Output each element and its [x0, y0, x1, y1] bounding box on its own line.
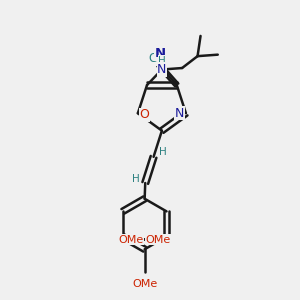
Text: N: N — [175, 107, 184, 120]
Text: H: H — [133, 173, 140, 184]
Text: H: H — [159, 147, 167, 158]
Text: H: H — [158, 56, 166, 66]
Text: OMe: OMe — [132, 279, 157, 289]
Text: OMe: OMe — [118, 235, 143, 244]
Text: N: N — [157, 63, 167, 76]
Text: O: O — [140, 108, 149, 121]
Text: C: C — [148, 52, 157, 65]
Text: OMe: OMe — [146, 235, 171, 244]
Text: N: N — [155, 47, 166, 60]
